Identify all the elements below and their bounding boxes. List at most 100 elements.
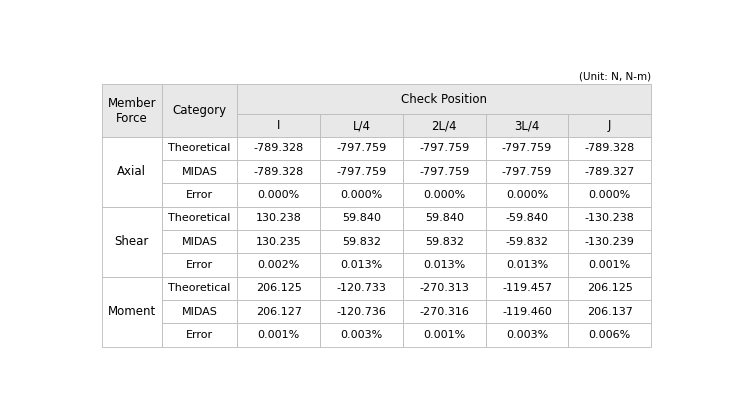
Bar — [569, 277, 651, 300]
Text: -59.832: -59.832 — [506, 237, 548, 247]
Text: 0.013%: 0.013% — [423, 260, 466, 270]
Bar — [162, 230, 238, 253]
Text: -789.328: -789.328 — [254, 143, 304, 153]
Text: -797.759: -797.759 — [336, 167, 387, 177]
Bar — [238, 207, 320, 230]
Text: MIDAS: MIDAS — [182, 237, 218, 247]
Text: -797.759: -797.759 — [419, 167, 469, 177]
Text: -270.313: -270.313 — [420, 283, 469, 293]
Text: -789.328: -789.328 — [585, 143, 635, 153]
Text: 0.000%: 0.000% — [588, 190, 631, 200]
Bar — [403, 183, 485, 207]
Bar — [102, 207, 162, 277]
Text: -130.239: -130.239 — [585, 237, 635, 247]
Bar — [569, 230, 651, 253]
Text: 206.125: 206.125 — [587, 283, 632, 293]
Bar — [569, 183, 651, 207]
Bar — [485, 160, 569, 183]
Text: Error: Error — [186, 330, 213, 340]
Bar — [320, 114, 403, 137]
Text: 206.127: 206.127 — [256, 306, 302, 317]
Bar — [238, 137, 320, 160]
Text: 206.125: 206.125 — [256, 283, 302, 293]
Text: 0.000%: 0.000% — [423, 190, 466, 200]
Text: Moment: Moment — [107, 305, 156, 318]
Text: -789.327: -789.327 — [585, 167, 635, 177]
Text: 0.001%: 0.001% — [588, 260, 631, 270]
Text: 0.013%: 0.013% — [341, 260, 382, 270]
Text: I: I — [277, 119, 281, 132]
Bar — [238, 253, 320, 277]
Bar — [102, 137, 162, 207]
Text: -130.238: -130.238 — [585, 213, 635, 224]
Bar — [485, 323, 569, 347]
Text: -797.759: -797.759 — [419, 143, 469, 153]
Text: 0.000%: 0.000% — [506, 190, 548, 200]
Bar — [162, 137, 238, 160]
Bar — [320, 207, 403, 230]
Text: MIDAS: MIDAS — [182, 306, 218, 317]
Text: 0.000%: 0.000% — [257, 190, 300, 200]
Bar — [485, 183, 569, 207]
Bar — [485, 114, 569, 137]
Bar — [238, 183, 320, 207]
Bar — [485, 277, 569, 300]
Text: MIDAS: MIDAS — [182, 167, 218, 177]
Bar — [238, 230, 320, 253]
Text: 0.001%: 0.001% — [257, 330, 300, 340]
Text: 0.003%: 0.003% — [506, 330, 548, 340]
Bar — [403, 253, 485, 277]
Bar — [569, 137, 651, 160]
Bar — [569, 207, 651, 230]
Bar — [320, 160, 403, 183]
Text: Check Position: Check Position — [401, 93, 488, 106]
Text: Theoretical: Theoretical — [168, 283, 231, 293]
Text: Category: Category — [173, 104, 227, 117]
Text: 59.840: 59.840 — [342, 213, 381, 224]
Bar — [403, 114, 485, 137]
Bar — [238, 277, 320, 300]
Text: 0.001%: 0.001% — [423, 330, 466, 340]
Text: Axial: Axial — [117, 165, 146, 178]
Bar — [320, 323, 403, 347]
Bar — [569, 253, 651, 277]
Bar — [569, 160, 651, 183]
Text: -120.736: -120.736 — [336, 306, 387, 317]
Text: 130.238: 130.238 — [256, 213, 302, 224]
Bar — [403, 300, 485, 323]
Bar — [569, 300, 651, 323]
Bar — [238, 323, 320, 347]
Bar — [238, 300, 320, 323]
Bar — [403, 230, 485, 253]
Bar — [403, 323, 485, 347]
Bar — [162, 183, 238, 207]
Text: 0.003%: 0.003% — [341, 330, 382, 340]
Bar — [403, 207, 485, 230]
Bar — [320, 137, 403, 160]
Bar — [238, 84, 651, 114]
Text: -59.840: -59.840 — [506, 213, 548, 224]
Text: -119.460: -119.460 — [502, 306, 552, 317]
Bar — [162, 84, 238, 137]
Bar — [320, 277, 403, 300]
Bar — [162, 277, 238, 300]
Text: Error: Error — [186, 190, 213, 200]
Text: -797.759: -797.759 — [502, 167, 552, 177]
Text: -119.457: -119.457 — [502, 283, 552, 293]
Bar — [569, 323, 651, 347]
Bar — [485, 137, 569, 160]
Text: L/4: L/4 — [352, 119, 371, 132]
Bar — [403, 277, 485, 300]
Bar — [403, 160, 485, 183]
Bar — [162, 160, 238, 183]
Bar — [102, 277, 162, 347]
Text: 0.013%: 0.013% — [506, 260, 548, 270]
Text: -789.328: -789.328 — [254, 167, 304, 177]
Bar — [485, 253, 569, 277]
Bar — [569, 114, 651, 137]
Text: 59.832: 59.832 — [425, 237, 463, 247]
Bar — [403, 137, 485, 160]
Text: 3L/4: 3L/4 — [515, 119, 539, 132]
Bar — [485, 300, 569, 323]
Bar — [320, 300, 403, 323]
